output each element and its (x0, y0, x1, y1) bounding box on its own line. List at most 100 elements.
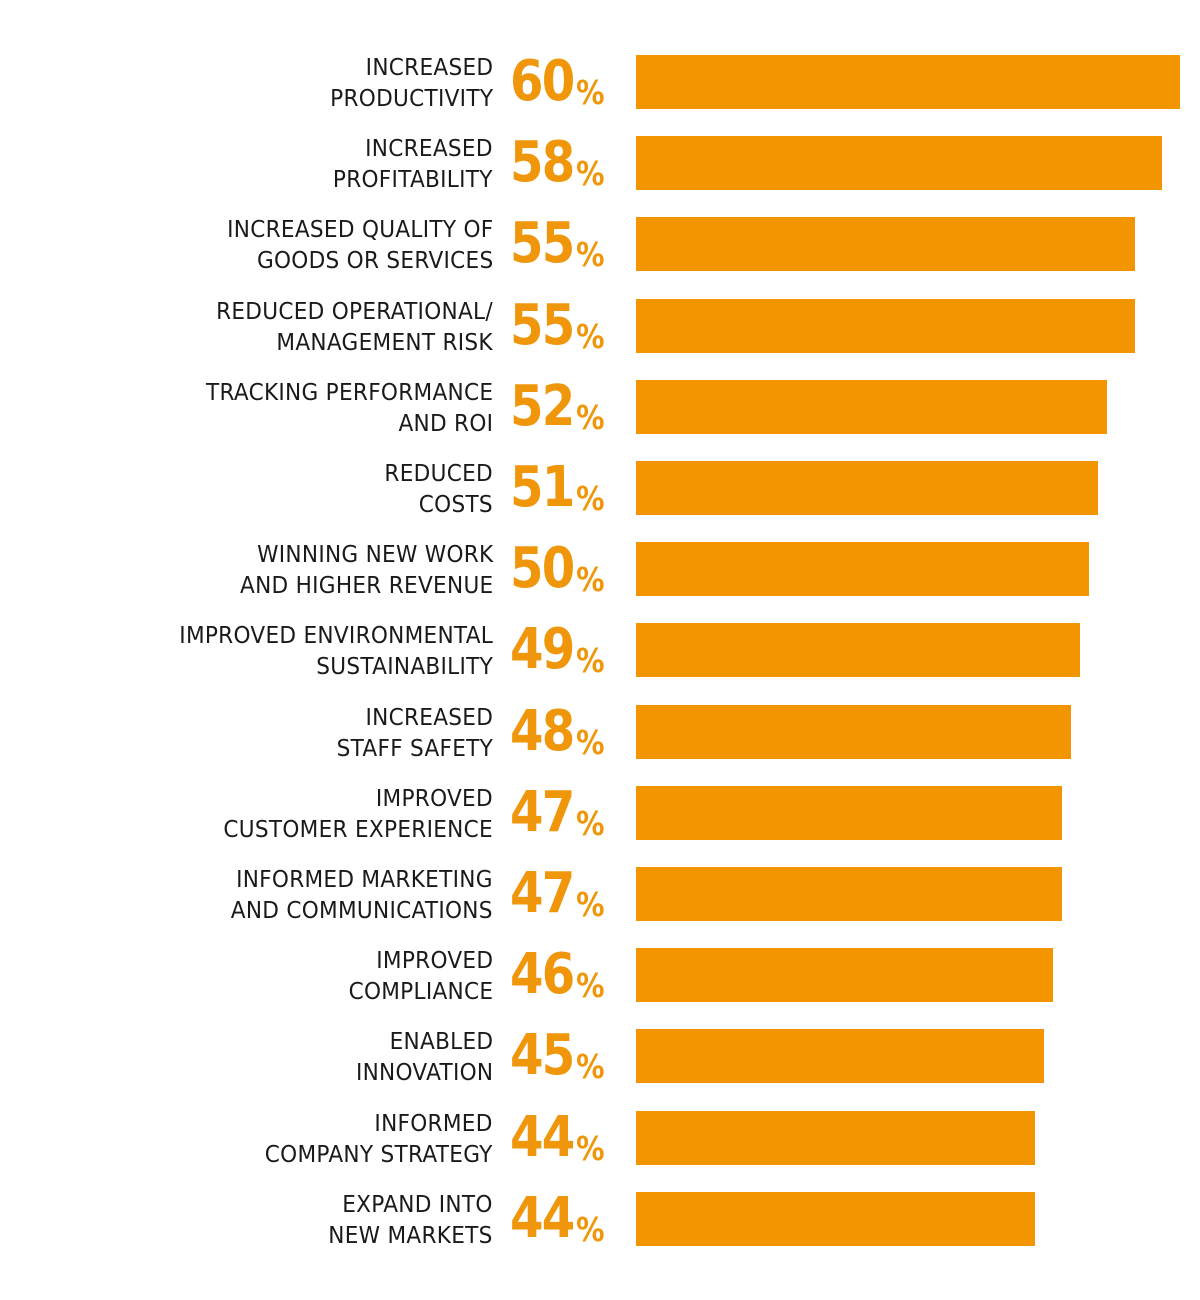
bar-row: REDUCED OPERATIONAL/MANAGEMENT RISK 55% (0, 297, 1200, 356)
percent-sign: % (576, 885, 605, 924)
category-label: ENABLED INNOVATION (356, 1026, 493, 1088)
category-label: EXPAND INTO NEW MARKETS (329, 1189, 493, 1251)
value-number: 60 (510, 49, 575, 114)
percent-sign: % (576, 235, 605, 275)
category-label-line: MANAGEMENT RISK (276, 327, 493, 356)
value-number: 49 (510, 617, 575, 683)
category-label: INCREASED PROFITABILITY (333, 133, 493, 195)
category-label-line: ENABLED (389, 1027, 493, 1056)
value-label: 55% (510, 297, 613, 356)
bar (636, 1191, 1035, 1246)
value-number: 44 (510, 1104, 575, 1170)
category-label: TRACKING PERFORMANCE AND ROI (206, 377, 493, 439)
category-label: INFORMED COMPANY STRATEGY (265, 1108, 493, 1170)
bar (636, 217, 1135, 272)
category-label-line: INCREASED QUALITY OF (226, 215, 493, 244)
value-label: 47% (510, 784, 613, 843)
value-number: 45 (510, 1023, 575, 1089)
category-label-line: NEW MARKETS (328, 1220, 493, 1249)
category-label-line: CUSTOMER EXPERIENCE (223, 814, 493, 843)
value-label: 60% (510, 54, 613, 110)
bar (636, 623, 1080, 678)
category-label-line: INNOVATION (355, 1058, 493, 1087)
bar (636, 785, 1062, 840)
percent-sign: % (576, 1128, 605, 1168)
bar (636, 461, 1098, 515)
category-label-line: AND COMMUNICATIONS (231, 896, 493, 924)
category-label-line: INCREASED (365, 134, 493, 163)
category-label-line: TRACKING PERFORMANCE (205, 377, 493, 406)
category-label: IMPROVED CUSTOMER EXPERIENCE (224, 783, 493, 845)
category-label-line: INFORMED (374, 1108, 493, 1137)
category-label-line: EXPAND INTO (342, 1189, 493, 1218)
value-number: 55 (510, 211, 575, 277)
category-label: INCREASED QUALITY OF GOODS OR SERVICES (227, 214, 493, 276)
category-label-line: REDUCED (384, 459, 493, 487)
category-label-line: COMPLIANCE (348, 977, 493, 1006)
category-label-line: PROFITABILITY (333, 165, 493, 194)
bar (636, 948, 1053, 1003)
value-label: 47% (510, 866, 613, 922)
category-label-line: COMPANY STRATEGY (265, 1139, 493, 1168)
bar-row: REDUCED COSTS 51% (0, 459, 1200, 518)
category-label: WINNING NEW WORK AND HIGHER REVENUE (240, 539, 493, 601)
bar (636, 1029, 1044, 1084)
value-number: 47 (510, 861, 575, 926)
category-label: IMPROVED ENVIRONMENTAL SUSTAINABILITY (179, 620, 493, 682)
bar-row: EXPAND INTO NEW MARKETS 44% (0, 1190, 1200, 1249)
percent-sign: % (576, 154, 605, 194)
value-number: 47 (510, 779, 575, 845)
bar-row: IMPROVED ENVIRONMENTAL SUSTAINABILITY 49% (0, 621, 1200, 680)
bar-row: ENABLED INNOVATION 45% (0, 1027, 1200, 1087)
bar-row: INFORMED MARKETING AND COMMUNICATIONS 47% (0, 865, 1200, 924)
bar (636, 542, 1089, 597)
category-label: REDUCED COSTS (384, 458, 493, 520)
percent-sign: % (576, 316, 605, 356)
value-label: 55% (510, 216, 613, 272)
category-label: IMPROVED COMPLIANCE (348, 945, 493, 1007)
value-number: 58 (510, 130, 575, 196)
value-label: 48% (510, 703, 613, 762)
category-label-line: AND ROI (398, 408, 493, 437)
percent-sign: % (576, 397, 605, 437)
value-label: 44% (510, 1109, 613, 1168)
bar-row: INCREASED PROFITABILITY 58% (0, 134, 1200, 193)
bar-row: TRACKING PERFORMANCE AND ROI 52% (0, 378, 1200, 437)
percent-sign: % (576, 560, 605, 600)
category-label-line: SUSTAINABILITY (316, 652, 493, 681)
category-label-line: IMPROVED (375, 783, 493, 812)
value-label: 50% (510, 541, 613, 597)
category-label-line: GOODS OR SERVICES (256, 246, 493, 275)
bar-row: INCREASED PRODUCTIVITY 60% (0, 53, 1200, 112)
category-label-line: IMPROVED (375, 946, 493, 975)
bar-row: INCREASED STAFF SAFETY 48% (0, 702, 1200, 762)
value-number: 52 (510, 373, 575, 439)
category-label-line: AND HIGHER REVENUE (239, 571, 493, 600)
category-label-line: IMPROVED ENVIRONMENTAL (179, 621, 493, 650)
percent-sign: % (576, 479, 605, 518)
category-label-line: COSTS (418, 490, 493, 518)
category-label-line: WINNING NEW WORK (256, 540, 493, 569)
value-number: 46 (510, 942, 575, 1008)
percent-sign: % (576, 803, 605, 843)
value-number: 55 (510, 292, 575, 358)
category-label: INCREASED PRODUCTIVITY (330, 52, 493, 114)
percent-sign: % (576, 722, 605, 762)
bar (636, 1110, 1035, 1165)
percent-sign: % (576, 1047, 605, 1087)
value-label: 58% (510, 135, 613, 191)
category-label-line: STAFF SAFETY (336, 733, 493, 762)
percent-sign: % (576, 73, 605, 112)
bar (636, 704, 1071, 759)
category-label-line: PRODUCTIVITY (329, 84, 493, 112)
value-number: 48 (510, 698, 575, 764)
category-label-line: INCREASED (365, 702, 493, 731)
bar-row: IMPROVED CUSTOMER EXPERIENCE 47% (0, 784, 1200, 843)
bar (636, 298, 1135, 353)
percent-sign: % (576, 641, 605, 681)
value-label: 49% (510, 622, 613, 678)
bar (636, 55, 1180, 109)
percent-sign: % (576, 966, 605, 1006)
category-label: REDUCED OPERATIONAL/MANAGEMENT RISK (216, 296, 493, 358)
